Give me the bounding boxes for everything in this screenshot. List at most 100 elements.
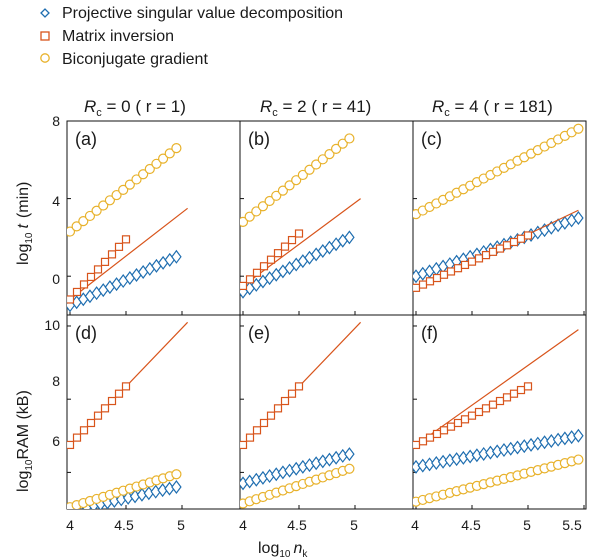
data-point xyxy=(344,463,355,474)
x-tick: 5.5 xyxy=(562,517,582,533)
data-point xyxy=(93,265,103,274)
data-point xyxy=(460,260,470,270)
data-point xyxy=(257,201,269,212)
x-ticks-col-0: 4 4.5 5 xyxy=(66,517,185,533)
data-point xyxy=(72,433,82,442)
y-label-time: log10t(min) xyxy=(15,182,35,265)
data-point xyxy=(171,469,182,480)
data-point xyxy=(516,385,526,395)
data-point xyxy=(488,247,498,256)
data-point xyxy=(425,277,435,286)
data-point xyxy=(111,189,122,201)
panel-plot-area xyxy=(413,329,584,507)
data-point xyxy=(523,382,533,391)
column-title-1: Rc = 2 ( r = 41) xyxy=(260,97,371,119)
data-point xyxy=(121,382,131,391)
column-title-2: Rc = 4 ( r = 181) xyxy=(432,97,553,119)
data-point xyxy=(432,429,442,439)
panel-label: (f) xyxy=(421,323,438,343)
data-point xyxy=(84,210,96,222)
data-point xyxy=(171,249,182,264)
data-point xyxy=(273,404,283,413)
series-line xyxy=(69,207,188,300)
data-point xyxy=(104,195,116,206)
data-point xyxy=(418,437,428,446)
x-tick: 5 xyxy=(350,517,358,533)
y-tick-bottom-10: 10 xyxy=(44,317,60,333)
x-tick: 4 xyxy=(239,517,247,533)
legend-label-bicg: Biconjugate gradient xyxy=(62,51,208,68)
y-label-ram: log10RAM (kB) xyxy=(15,390,35,492)
data-point xyxy=(86,418,96,428)
data-point xyxy=(331,143,342,154)
data-point xyxy=(344,447,355,462)
panels: (a) (b) (c) (d) (e) (f) xyxy=(66,120,587,510)
data-point xyxy=(502,241,512,250)
legend-diamond-icon xyxy=(40,8,50,18)
panel-plot-area xyxy=(240,133,361,299)
data-point xyxy=(467,411,477,420)
data-point xyxy=(240,440,248,450)
y-tick-top-8: 8 xyxy=(52,113,60,129)
series-line xyxy=(242,198,361,287)
data-point xyxy=(291,175,302,186)
data-point xyxy=(317,154,328,165)
panel-plot-area xyxy=(67,143,188,313)
data-point xyxy=(266,255,276,264)
data-point xyxy=(467,257,477,266)
data-point xyxy=(284,180,295,191)
data-point xyxy=(100,404,110,413)
data-point xyxy=(460,415,470,424)
data-point xyxy=(495,396,505,406)
panel-plot-area xyxy=(67,321,189,509)
panel-label: (d) xyxy=(75,323,97,343)
legend-label-psvd: Projective singular value decomposition xyxy=(62,5,343,22)
panel-plot-area xyxy=(413,123,584,292)
data-point xyxy=(259,262,269,271)
data-point xyxy=(124,179,135,190)
data-point xyxy=(294,229,304,238)
data-point xyxy=(439,270,449,279)
data-point xyxy=(523,231,533,240)
panel-2: (c) xyxy=(412,120,587,316)
data-point xyxy=(324,149,335,160)
panel-label: (e) xyxy=(248,323,270,343)
data-point xyxy=(264,195,275,207)
legend-square-icon xyxy=(40,31,50,41)
y-tick-bottom-8: 8 xyxy=(52,373,60,389)
data-point xyxy=(118,184,129,195)
panel-frame xyxy=(412,120,587,316)
data-point xyxy=(164,148,175,159)
panel-0: (a) xyxy=(66,120,241,316)
panel-plot-area xyxy=(240,321,362,509)
data-point xyxy=(453,418,463,428)
data-point xyxy=(474,407,484,417)
data-point xyxy=(171,480,182,495)
data-point xyxy=(259,418,269,428)
x-tick: 4.5 xyxy=(461,517,481,533)
y-tick-top-4: 4 xyxy=(52,193,60,209)
data-point xyxy=(171,143,182,154)
data-point xyxy=(432,273,442,283)
data-point xyxy=(245,433,255,442)
data-point xyxy=(453,264,463,273)
data-point xyxy=(439,426,449,435)
panel-label: (c) xyxy=(421,129,442,149)
data-point xyxy=(252,426,262,435)
data-point xyxy=(271,190,282,201)
data-point xyxy=(114,389,124,398)
data-point xyxy=(86,272,96,282)
data-point xyxy=(67,440,75,450)
panel-4: (e) xyxy=(239,314,414,510)
data-point xyxy=(446,267,456,276)
data-point xyxy=(273,249,283,258)
data-point xyxy=(121,235,131,244)
data-point xyxy=(251,206,262,217)
series-line xyxy=(415,329,579,446)
data-point xyxy=(78,216,89,227)
data-point xyxy=(240,281,248,290)
data-point xyxy=(138,169,149,180)
data-point xyxy=(413,440,421,450)
data-point xyxy=(107,250,117,259)
